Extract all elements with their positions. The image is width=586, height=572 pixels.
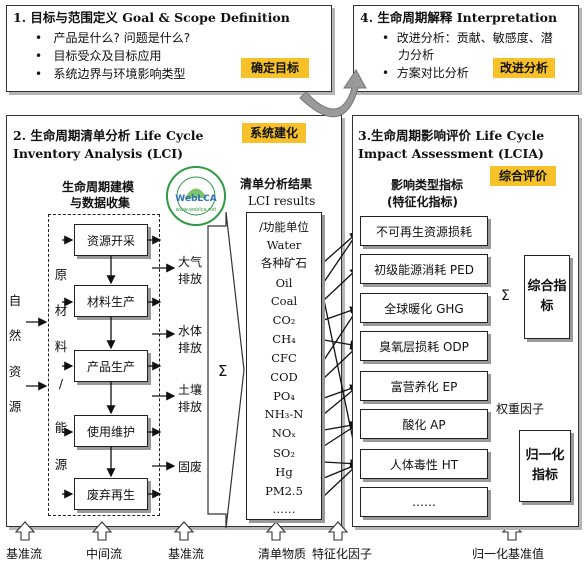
lci-sigma: Σ (218, 362, 228, 380)
goal-scope-title: 1. 目标与范围定义 Goal & Scope Definition (13, 10, 290, 25)
impact-title-1: 影响类型指标 (391, 178, 464, 192)
normalized-indicator: 归一化 指标 (519, 430, 571, 502)
bottom-label-intermediate-flow: 中间流 (86, 547, 123, 561)
lci-results-title: 清单分析结果 (240, 177, 313, 191)
bottom-label-reference-flow-1: 基准流 (6, 547, 43, 561)
goal-tag: 确定目标 (241, 58, 309, 78)
modeling-title-2: 与数据收集 (70, 196, 131, 210)
lci-title-2: Inventory Analysis (LCI) (13, 146, 184, 161)
lcia-tag: 综合评价 (490, 166, 556, 186)
interp-bullet-2: • 方案对比分析 (382, 66, 469, 80)
weblca-logo: WebLCA www.weblca.net (165, 165, 227, 227)
weight-factor: 权重因子 (496, 402, 545, 416)
bottom-label-inventory-substance: 清单物质 (258, 547, 307, 561)
inventory-item: Hg (275, 465, 293, 479)
natural-resource-char-4: 源 (8, 399, 22, 414)
inventory-box (246, 212, 322, 520)
inventory-item: PO₄ (273, 389, 295, 403)
interp-tag: 改进分析 (493, 58, 555, 78)
svg-text:www.weblca.net: www.weblca.net (176, 207, 217, 213)
interp-bullet-1: • 改进分析：贡献、敏感度、潜 (382, 31, 553, 45)
interp-bullet-1-cont: 力分析 (398, 48, 435, 62)
stage-resource-extraction: 资源开采 (74, 224, 148, 256)
inventory-item: SO₂ (273, 446, 295, 460)
emission-air: 大气 排放 (178, 255, 203, 286)
emission-soil: 土壤 排放 (178, 383, 203, 414)
natural-resource-char-2: 然 (8, 328, 22, 343)
impact-ped: 初级能源消耗 PED (360, 254, 488, 284)
lci-title-1: 2. 生命周期清单分析 Life Cycle (13, 128, 204, 143)
natural-resource-char-3: 资 (8, 364, 22, 379)
lcia-title-2: Impact Assessment (LCIA) (358, 146, 544, 161)
inventory-item: /功能单位 (259, 220, 309, 234)
goal-bullet-3: • 系统边界与环境影响类型 (35, 67, 186, 81)
impact-ht: 人体毒性 HT (360, 449, 488, 479)
impact-title-2: (特征化指标) (387, 195, 458, 209)
composite-indicator: 综合指标 (524, 255, 570, 339)
inventory-item: NOₓ (271, 426, 297, 440)
inventory-item: Oil (275, 276, 293, 290)
stage-use-maintenance: 使用维护 (74, 415, 148, 447)
lci-results-subtitle: LCI results (248, 194, 316, 208)
inventory-item: COD (270, 370, 298, 384)
impact-ghg: 全球暖化 GHG (360, 293, 488, 323)
inventory-item: Water (266, 238, 302, 252)
inventory-item: PM2.5 (265, 484, 303, 498)
bottom-label-normalization-ref: 归一化基准值 (472, 547, 545, 561)
goal-bullet-2: • 目标受众及目标应用 (35, 49, 162, 63)
impact-odp: 臭氧层损耗 ODP (360, 331, 488, 361)
stage-material-production: 材料生产 (74, 285, 148, 317)
inventory-item: 各种矿石 (261, 256, 307, 270)
lcia-title-1: 3.生命周期影响评价 Life Cycle (358, 128, 545, 143)
emission-solid-waste: 固废 (178, 460, 203, 474)
inventory-item: NH₃-N (264, 407, 304, 421)
bottom-label-characterization-factor: 特征化因子 (312, 547, 373, 561)
natural-resource-char-1: 自 (8, 293, 22, 308)
interpretation-title: 4. 生命周期解释 Interpretation (360, 10, 558, 25)
inventory-item: Coal (270, 294, 298, 308)
material-energy-char-2: 材 (54, 303, 68, 318)
goal-bullet-1: • 产品是什么? 问题是什么? (35, 31, 191, 45)
emission-water: 水体 排放 (178, 324, 203, 355)
stage-product-production: 产品生产 (74, 350, 148, 382)
svg-text:WebLCA: WebLCA (175, 194, 216, 204)
impact-ep: 富营养化 EP (360, 371, 488, 401)
lcia-sigma: Σ (501, 288, 510, 304)
inventory-item: …… (272, 502, 296, 516)
bottom-label-reference-flow-2: 基准流 (168, 547, 205, 561)
impact-more: …… (360, 487, 488, 517)
inventory-item: CH₄ (272, 332, 296, 346)
impact-ap: 酸化 AP (360, 409, 488, 439)
lci-tag: 系统建化 (242, 123, 306, 143)
material-energy-char-6: 源 (54, 457, 68, 472)
inventory-item: CO₂ (272, 313, 296, 327)
impact-resource-depletion: 不可再生资源损耗 (360, 216, 488, 246)
material-energy-char-5: 能 (54, 420, 68, 435)
material-energy-char-3: 料 (54, 339, 68, 354)
stage-end-of-life: 废弃再生 (74, 478, 148, 510)
material-energy-char-4: / (58, 376, 64, 391)
material-energy-char-1: 原 (54, 267, 68, 282)
inventory-item: CFC (271, 351, 297, 365)
modeling-title-1: 生命周期建模 (62, 180, 135, 194)
